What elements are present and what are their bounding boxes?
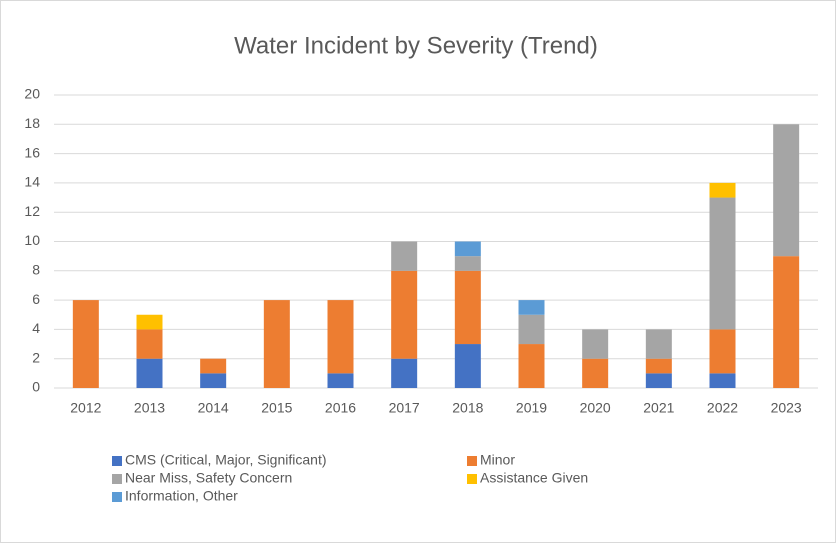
- legend-label: Assistance Given: [480, 470, 588, 486]
- bar-segment: [454, 256, 481, 271]
- legend-swatch: [112, 456, 122, 466]
- legend-swatch: [112, 492, 122, 502]
- bar-segment: [72, 300, 99, 388]
- y-tick-label: 20: [24, 86, 40, 102]
- bar-segment: [327, 300, 354, 374]
- legend-swatch: [467, 474, 477, 484]
- legend-label: Minor: [480, 452, 515, 468]
- bar-segment: [518, 344, 545, 388]
- x-tick-label: 2017: [389, 400, 420, 416]
- bar-segment: [518, 300, 545, 315]
- bar-segment: [582, 329, 609, 359]
- x-tick-label: 2021: [643, 400, 674, 416]
- y-tick-label: 6: [32, 291, 40, 307]
- x-tick-label: 2016: [325, 400, 356, 416]
- y-tick-label: 2: [32, 349, 40, 365]
- bar-segment: [645, 358, 672, 374]
- legend-label: CMS (Critical, Major, Significant): [125, 452, 327, 468]
- chart-title: Water Incident by Severity (Trend): [234, 32, 598, 59]
- y-tick-label: 4: [32, 320, 40, 336]
- bar-segment: [454, 270, 481, 345]
- y-tick-label: 16: [24, 144, 40, 160]
- bar-segment: [709, 373, 736, 388]
- y-tick-label: 8: [32, 262, 40, 278]
- bar-segment: [136, 329, 163, 359]
- x-tick-label: 2020: [580, 400, 611, 416]
- legend-label: Near Miss, Safety Concern: [125, 470, 292, 486]
- bar-segment: [391, 358, 418, 388]
- legend-swatch: [112, 474, 122, 484]
- bar-segment: [582, 358, 609, 388]
- x-tick-label: 2023: [771, 400, 802, 416]
- y-tick-label: 14: [24, 174, 40, 190]
- bar-segment: [773, 256, 800, 388]
- bar-segment: [709, 197, 736, 330]
- bar-segment: [709, 182, 736, 198]
- bar-segment: [709, 329, 736, 374]
- x-tick-label: 2018: [452, 400, 483, 416]
- bar-segment: [391, 241, 418, 271]
- x-tick-label: 2015: [261, 400, 292, 416]
- bar-segment: [263, 300, 290, 388]
- y-tick-label: 12: [24, 203, 40, 219]
- bar-segment: [454, 344, 481, 388]
- bar-segment: [136, 358, 163, 388]
- x-tick-label: 2019: [516, 400, 547, 416]
- legend-label: Information, Other: [125, 488, 238, 504]
- bar-segment: [773, 124, 800, 257]
- y-tick-label: 0: [32, 379, 40, 395]
- x-tick-label: 2012: [70, 400, 101, 416]
- bar-segment: [391, 270, 418, 359]
- bar-segment: [136, 314, 163, 330]
- bar-segment: [518, 314, 545, 345]
- legend-swatch: [467, 456, 477, 466]
- bar-segment: [454, 241, 481, 257]
- bar-segment: [645, 329, 672, 359]
- bar-segment: [200, 373, 227, 388]
- y-tick-label: 10: [24, 232, 40, 248]
- bar-segment: [645, 373, 672, 388]
- bar-segment: [200, 358, 227, 374]
- x-tick-label: 2013: [134, 400, 165, 416]
- x-tick-label: 2022: [707, 400, 738, 416]
- x-tick-label: 2014: [198, 400, 229, 416]
- y-tick-label: 18: [24, 115, 40, 131]
- bar-segment: [327, 373, 354, 388]
